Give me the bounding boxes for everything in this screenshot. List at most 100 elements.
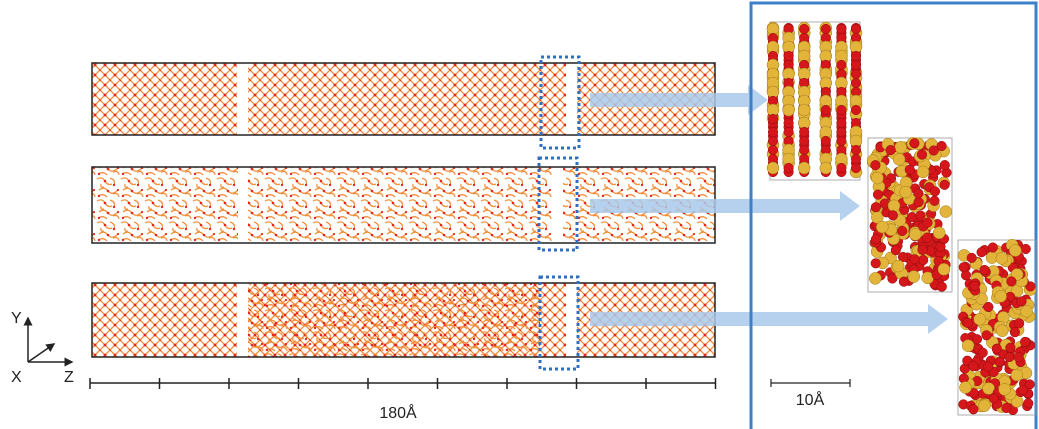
- oxygen-atom: [890, 245, 901, 256]
- oxygen-atom: [933, 255, 944, 267]
- oxygen-atom: [913, 188, 924, 199]
- silicon-atom: [876, 220, 889, 234]
- oxygen-atom: [850, 59, 862, 71]
- oxygen-atom: [936, 140, 947, 152]
- silicon-atom: [907, 270, 921, 283]
- oxygen-atom: [836, 162, 847, 174]
- oxygen-atom: [836, 135, 847, 147]
- oxygen-atom: [968, 404, 979, 415]
- silicon-atom: [995, 252, 1009, 265]
- oxygen-atom: [928, 145, 939, 156]
- slab-amorphous: [91, 166, 716, 244]
- oxygen-atom: [922, 217, 933, 228]
- oxygen-atom: [939, 160, 950, 171]
- silicon-atom: [887, 199, 901, 213]
- oxygen-atom: [836, 104, 847, 116]
- oxygen-atom: [962, 317, 973, 328]
- slab-atoms-amorphous: [248, 283, 540, 357]
- coordinate-axes: [23, 316, 74, 367]
- oxygen-atom: [836, 23, 847, 35]
- oxygen-atom: [981, 330, 992, 341]
- oxygen-atom: [850, 68, 862, 80]
- gap: [238, 167, 248, 243]
- oxygen-atom: [968, 388, 979, 399]
- silicon-atom: [996, 324, 1009, 337]
- oxygen-atom: [820, 104, 831, 116]
- oxygen-atom: [979, 264, 990, 276]
- oxygen-atom: [850, 144, 862, 156]
- oxygen-atom: [939, 179, 950, 190]
- scale-label: 10Å: [796, 390, 825, 409]
- arrow: [590, 304, 948, 334]
- oxygen-atom: [994, 356, 1005, 367]
- oxygen-atom: [783, 126, 794, 138]
- oxygen-atom: [850, 153, 862, 165]
- oxygen-atom: [929, 195, 940, 206]
- snapshot-box: [957, 239, 1037, 416]
- oxygen-atom: [916, 149, 928, 160]
- selection-boxes: [537, 55, 581, 371]
- silicon-atom: [916, 165, 930, 179]
- oxygen-atom: [872, 189, 884, 200]
- scale-label: 180Å: [379, 403, 417, 422]
- oxygen-atom: [929, 186, 941, 197]
- inset-panel: [749, 1, 1038, 429]
- oxygen-atom: [1023, 398, 1034, 409]
- oxygen-atom: [906, 212, 917, 223]
- oxygen-atom: [915, 210, 926, 221]
- oxygen-atom: [783, 117, 794, 129]
- oxygen-atom: [870, 234, 882, 245]
- oxygen-atom: [799, 135, 810, 147]
- silicon-atom: [782, 103, 795, 117]
- oxygen-atom: [850, 50, 862, 62]
- axis-label: Y: [11, 310, 22, 327]
- oxygen-atom: [917, 244, 928, 255]
- oxygen-atom: [922, 232, 933, 243]
- axis-label: Z: [64, 369, 74, 386]
- silicon-atom: [937, 263, 951, 276]
- silicon-atom: [939, 205, 953, 218]
- silicon-atom: [1009, 244, 1022, 257]
- gap: [552, 167, 563, 243]
- silicon-atom: [959, 381, 972, 394]
- silicon-atom: [871, 171, 884, 185]
- oxygen-atom: [836, 59, 847, 71]
- oxygen-atom: [836, 117, 847, 129]
- oxygen-atom: [850, 77, 862, 89]
- oxygen-atom: [976, 247, 987, 258]
- silicon-atom: [994, 290, 1007, 303]
- gap: [237, 63, 248, 135]
- oxygen-atom: [850, 104, 862, 116]
- silicon-atom: [978, 399, 991, 412]
- oxygen-atom: [991, 343, 1002, 354]
- oxygen-atom: [870, 160, 881, 171]
- oxygen-atom: [887, 210, 898, 221]
- oxygen-atom: [870, 202, 881, 213]
- oxygen-atom: [767, 126, 779, 138]
- selection-box: [537, 156, 579, 252]
- oxygen-atom: [1009, 327, 1020, 338]
- oxygen-atom: [904, 164, 915, 175]
- silicon-atom: [819, 161, 833, 175]
- silicon-atom: [766, 161, 780, 175]
- silicon-atom: [894, 141, 907, 154]
- gap: [566, 63, 577, 135]
- oxygen-atom: [1020, 243, 1031, 255]
- oxygen-atom: [909, 138, 920, 149]
- oxygen-atom: [958, 262, 969, 273]
- oxygen-atom: [983, 301, 994, 313]
- oxygen-atom: [850, 162, 862, 174]
- oxygen-atom: [836, 126, 847, 138]
- silicon-atom: [909, 228, 922, 241]
- oxygen-atom: [850, 23, 862, 35]
- oxygen-atom: [767, 144, 779, 156]
- silicon-atom: [998, 383, 1011, 396]
- oxygen-atom: [897, 251, 909, 263]
- oxygen-atom: [1017, 385, 1028, 396]
- oxygen-atom: [987, 242, 998, 253]
- inset-scale-bar: [770, 379, 851, 387]
- oxygen-atom: [1013, 352, 1024, 363]
- oxygen-atom: [799, 144, 810, 156]
- oxygen-atom: [1005, 342, 1016, 353]
